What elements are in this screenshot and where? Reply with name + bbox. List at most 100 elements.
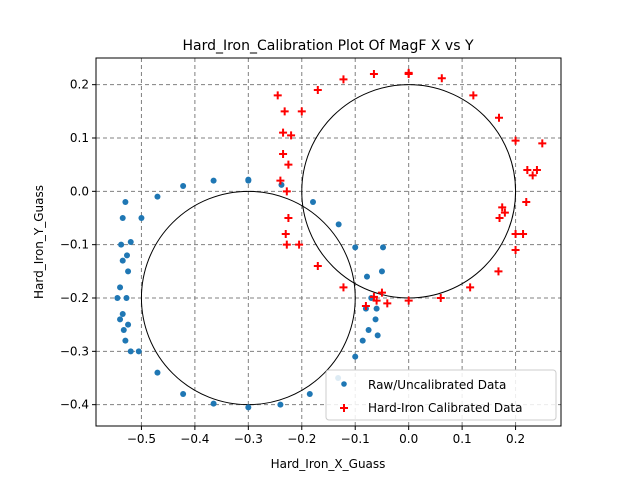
y-axis-label: Hard_Iron_Y_Guass [32, 185, 46, 299]
calibrated-data-point [532, 166, 541, 174]
calibrated-data-point [511, 246, 520, 254]
raw-data-point [352, 244, 359, 251]
y-axis-ticks: −0.4 −0.3 −0.2 −0.1 0.0 0.1 0.2 [60, 78, 96, 412]
raw-data-point [124, 252, 130, 259]
legend-calibrated-label: Hard-Iron Calibrated Data [368, 401, 523, 415]
x-tick-label: 0.0 [399, 432, 418, 446]
raw-data-point [335, 221, 342, 228]
x-axis-label: Hard_Iron_X_Guass [271, 457, 386, 471]
raw-data-point [210, 400, 217, 407]
calibrated-data-point [313, 262, 322, 270]
calibrated-data-point [339, 75, 348, 84]
grid-lines [96, 58, 561, 426]
raw-data-point [154, 369, 161, 376]
calibrated-data-point [287, 131, 296, 140]
y-tick-label: 0.0 [70, 184, 89, 198]
calibrated-data-point [279, 150, 288, 158]
raw-data-point [119, 215, 126, 221]
raw-data-point [372, 316, 379, 323]
raw-data-point [127, 348, 134, 355]
raw-data-point [117, 284, 124, 291]
raw-data-series [114, 176, 387, 411]
raw-data-point [125, 268, 132, 275]
raw-data-point [135, 348, 142, 355]
calibrated-data-point [528, 171, 537, 180]
calibrated-data-point [466, 283, 475, 292]
calibrated-data-point [284, 214, 293, 222]
calibrated-data-point [339, 283, 348, 292]
raw-data-point [210, 177, 217, 184]
raw-data-point [373, 305, 380, 312]
raw-data-point [352, 353, 359, 360]
calibrated-data-point [469, 91, 478, 100]
raw-data-point [245, 404, 252, 411]
raw-data-point [138, 215, 145, 221]
raw-data-point [127, 239, 134, 245]
raw-data-point [359, 337, 366, 344]
calibrated-data-point [280, 107, 289, 116]
legend-raw-label: Raw/Uncalibrated Data [368, 378, 506, 392]
legend: Raw/Uncalibrated Data Hard-Iron Calibrat… [325, 369, 557, 421]
plot-area-frame [95, 57, 562, 427]
calibrated-data-point [511, 136, 520, 145]
y-tick-label: −0.4 [60, 398, 89, 412]
x-tick-label: −0.4 [180, 432, 209, 446]
calibrated-data-point [273, 91, 282, 100]
calibrated-data-point [404, 68, 413, 77]
raw-data-point [277, 401, 284, 408]
raw-data-point [365, 327, 372, 333]
calibrated-data-point [276, 176, 285, 185]
calibrated-data-point [511, 230, 520, 238]
raw-data-point [180, 391, 187, 397]
calibrated-data-point [404, 296, 413, 305]
legend-raw-marker [341, 381, 347, 387]
raw-data-point [374, 332, 381, 339]
calibrated-data-point [437, 74, 446, 83]
calibrated-data-point [279, 128, 288, 137]
calibrated-data-point [522, 198, 531, 206]
calibrated-data-point [377, 288, 386, 297]
y-tick-label: 0.1 [70, 131, 89, 145]
calibrated-data-point [498, 203, 507, 212]
raw-data-point [380, 244, 387, 251]
raw-data-point [119, 257, 126, 264]
calibrated-data-point [282, 240, 291, 249]
calibrated-data-point [500, 208, 509, 217]
calibrated-data-point [313, 86, 322, 94]
calibrated-data-point [281, 230, 290, 238]
raw-data-point [154, 193, 161, 200]
calibrated-data-point [282, 187, 291, 196]
x-tick-label: −0.1 [341, 432, 370, 446]
x-tick-label: 0.2 [506, 432, 525, 446]
calibrated-data-point [436, 294, 445, 302]
raw-data-point [117, 316, 124, 323]
x-tick-label: −0.5 [127, 432, 156, 446]
x-axis-ticks: −0.5 −0.4 −0.3 −0.2 −0.1 0.0 0.1 0.2 [127, 426, 525, 446]
calibrated-data-point [372, 296, 381, 305]
calibrated-data-point [361, 302, 370, 310]
y-tick-label: −0.2 [60, 291, 89, 305]
calibrated-data-point [519, 230, 528, 238]
raw-data-point [245, 176, 252, 183]
raw-data-point [363, 273, 370, 280]
raw-data-point [114, 295, 121, 301]
calibrated-data-point [495, 113, 503, 122]
calibrated-data-series [273, 68, 547, 310]
raw-data-point [122, 199, 129, 205]
raw-data-point [123, 295, 130, 301]
raw-data-point [180, 183, 187, 189]
y-tick-label: 0.2 [70, 78, 89, 92]
raw-data-point [378, 268, 385, 275]
raw-data-point [119, 311, 126, 317]
calibrated-data-point [383, 299, 392, 308]
x-tick-label: 0.1 [453, 432, 472, 446]
calibrated-data-point [495, 214, 504, 222]
calibrated-data-point [295, 240, 304, 249]
calibrated-data-point [538, 139, 547, 148]
y-tick-label: −0.3 [60, 344, 89, 358]
x-tick-label: −0.2 [287, 432, 316, 446]
calibrated-data-point [297, 107, 306, 116]
legend-calibrated-marker [340, 404, 348, 412]
